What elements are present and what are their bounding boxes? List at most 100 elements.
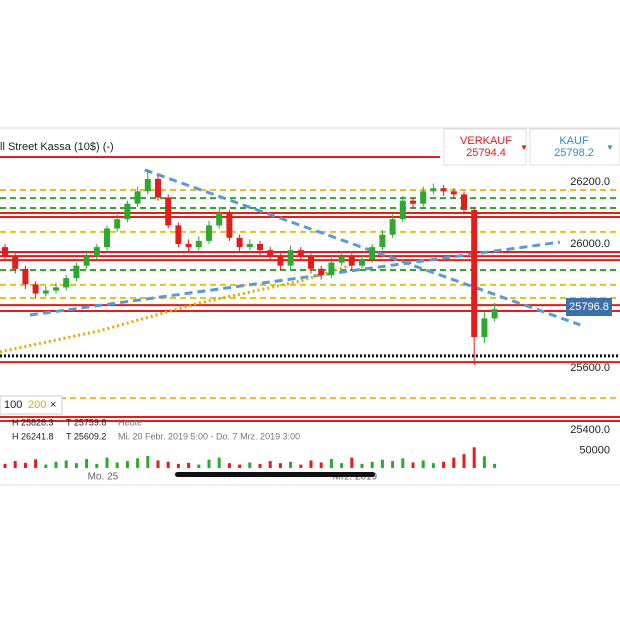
candle-body: [134, 191, 141, 204]
volume-bar: [34, 459, 38, 468]
volume-bar: [258, 463, 262, 468]
candle-body: [114, 219, 121, 229]
candle-body: [124, 203, 131, 220]
candle-body: [389, 219, 396, 235]
instrument-title: ll Street Kassa (10$) (-): [0, 141, 114, 153]
volume-bar: [125, 461, 129, 468]
info-period: Mi. 20 Febr. 2019 5:00 - Do. 7 Mrz. 2019…: [118, 431, 300, 441]
volume-bar: [360, 463, 364, 468]
volume-bar: [85, 459, 89, 468]
candle-body: [277, 256, 284, 266]
volume-bar: [493, 463, 497, 468]
candle-body: [420, 191, 427, 204]
legend-box: [0, 395, 63, 415]
buy-price: 25798.2: [554, 147, 594, 159]
candle-body: [348, 256, 355, 266]
volume-bar: [197, 464, 201, 468]
candle-body: [32, 284, 39, 294]
volume-bar: [462, 454, 466, 468]
candle-body: [338, 256, 345, 263]
candle-body: [104, 228, 110, 248]
candle-body: [185, 244, 192, 248]
volume-bar: [176, 463, 180, 468]
candle-body: [63, 278, 70, 288]
candle-body: [430, 188, 437, 192]
legend-close[interactable]: ×: [50, 399, 56, 411]
sell-arrow: ▼: [520, 143, 528, 152]
volume-bar: [146, 455, 150, 468]
candle-body: [399, 200, 406, 220]
volume-bar: [299, 464, 303, 468]
y-tick-label: 26000.0: [570, 238, 610, 250]
info-high: H 26241.8: [12, 431, 54, 441]
volume-bar: [136, 458, 140, 468]
candle-body: [165, 197, 172, 226]
volume-bar: [472, 447, 476, 468]
volume-bar: [401, 458, 405, 468]
volume-bar: [340, 463, 344, 468]
volume-bar: [431, 463, 435, 468]
candle-body: [73, 265, 80, 279]
volume-bar: [278, 463, 282, 468]
last-price-label: 25796.8: [569, 301, 609, 313]
buy-box[interactable]: [529, 128, 620, 166]
sell-box[interactable]: [443, 128, 527, 166]
volume-bar: [95, 463, 99, 468]
buy-label: KAUF: [559, 135, 589, 147]
candle-body: [440, 188, 447, 192]
candle-body: [297, 250, 304, 257]
legend-item: 100: [4, 399, 22, 411]
volume-bar: [74, 463, 78, 468]
candle-body: [410, 200, 416, 204]
sell-label: VERKAUF: [460, 135, 512, 147]
volume-bar: [370, 461, 374, 468]
info-low: T 25609.2: [66, 431, 106, 441]
candle-body: [257, 244, 263, 251]
volume-bar: [115, 462, 119, 468]
y-tick-label: 25400.0: [570, 424, 610, 436]
volume-bar: [105, 457, 109, 468]
volume-bar: [187, 462, 191, 468]
candle-body: [359, 259, 365, 266]
candle-body: [2, 247, 8, 257]
volume-bar: [23, 462, 27, 468]
volume-tick-label: 50000: [579, 445, 610, 457]
candle-body: [450, 191, 457, 195]
scrollbar[interactable]: [175, 472, 375, 477]
candle-body: [287, 250, 294, 266]
volume-bar: [217, 457, 221, 468]
buy-arrow: ▼: [606, 143, 614, 152]
info-period: Heute: [118, 417, 142, 427]
candle-body: [246, 244, 253, 248]
volume-bar: [248, 462, 252, 468]
volume-bar: [238, 464, 242, 468]
candle-body: [12, 256, 19, 269]
y-tick-label: 26200.0: [570, 176, 610, 188]
volume-bar: [380, 459, 384, 468]
info-high: H 25828.3: [12, 417, 54, 427]
last-price-box: [566, 297, 612, 316]
volume-bar: [329, 459, 333, 468]
candle-body: [22, 268, 29, 285]
volume-bar: [421, 460, 425, 468]
candle-body: [318, 268, 325, 275]
volume-bar: [207, 459, 211, 468]
moving-average: [0, 264, 351, 354]
volume-bar: [391, 461, 395, 468]
volume-bar: [350, 457, 354, 468]
volume-bar: [227, 463, 231, 468]
volume-bar: [64, 460, 68, 468]
info-low: T 25759.8: [66, 417, 106, 427]
volume-bar: [44, 464, 48, 468]
volume-bar: [319, 462, 323, 468]
volume-bar: [166, 461, 170, 468]
candle-body: [491, 309, 498, 319]
volume-bar: [268, 461, 272, 468]
candle-body: [144, 178, 151, 192]
volume-bar: [309, 460, 313, 468]
volume-bar: [442, 461, 446, 468]
candle-body: [83, 256, 90, 266]
volume-bar: [452, 457, 456, 468]
y-tick-label: 25600.0: [570, 362, 610, 374]
volume-bar: [411, 462, 415, 468]
